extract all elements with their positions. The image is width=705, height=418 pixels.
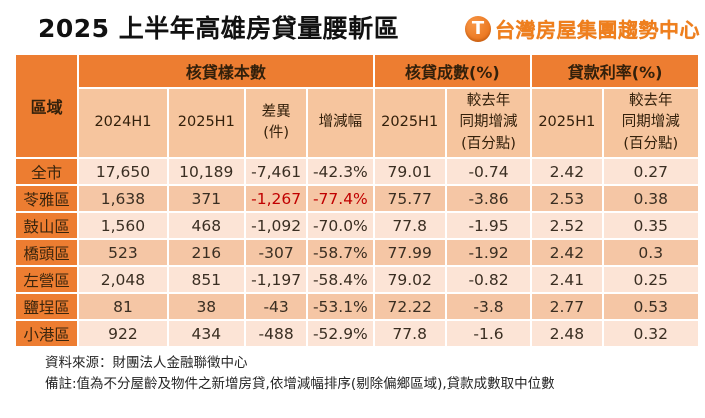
value-cell: 2,048 xyxy=(77,265,169,294)
group-header-rate: 貸款利率(%) xyxy=(530,53,700,89)
region-cell: 鹽埕區 xyxy=(13,292,80,321)
value-cell: 0.27 xyxy=(601,157,700,186)
loan-data-table: 區域 核貸樣本數 核貸成數(%) 貸款利率(%) 2024H1 2025H1 差異 … xyxy=(13,53,700,348)
group-header-ltv: 核貸成數(%) xyxy=(372,53,533,89)
region-cell: 左營區 xyxy=(13,265,80,294)
page-title: 2025 上半年高雄房貸量腰斬區 xyxy=(38,13,400,43)
value-cell: 851 xyxy=(166,265,246,294)
table-row: 橋頭區 523 216 -307 -58.7% 77.99 -1.92 2.42 0.3 xyxy=(13,238,700,267)
value-cell: 468 xyxy=(166,211,246,240)
value-cell: -0.82 xyxy=(444,265,533,294)
value-cell: 0.25 xyxy=(601,265,700,294)
value-cell: 10,189 xyxy=(166,157,246,186)
value-cell: 2.53 xyxy=(530,184,604,213)
value-cell: 79.01 xyxy=(372,157,447,186)
region-cell: 全市 xyxy=(13,157,80,186)
value-cell: 0.32 xyxy=(601,319,700,348)
value-cell: 2.52 xyxy=(530,211,604,240)
sub-header-col-6: 2025H1 xyxy=(530,87,604,159)
value-cell: -1,267 xyxy=(243,184,309,213)
sub-header-col-0: 2024H1 xyxy=(77,87,169,159)
table-header: 區域 核貸樣本數 核貸成數(%) 貸款利率(%) 2024H1 2025H1 差異 … xyxy=(13,53,700,159)
value-cell: -53.1% xyxy=(306,292,375,321)
corner-header-region: 區域 xyxy=(13,53,80,159)
value-cell: 216 xyxy=(166,238,246,267)
value-cell: -3.86 xyxy=(444,184,533,213)
value-cell: 0.3 xyxy=(601,238,700,267)
table-row: 左營區 2,048 851 -1,197 -58.4% 79.02 -0.82 2.41 0.2… xyxy=(13,265,700,294)
table-row: 全市 17,650 10,189 -7,461 -42.3% 79.01 -0.74 2.42… xyxy=(13,157,700,186)
value-cell: -307 xyxy=(243,238,309,267)
value-cell: -58.7% xyxy=(306,238,375,267)
region-cell: 苓雅區 xyxy=(13,184,80,213)
value-cell: -70.0% xyxy=(306,211,375,240)
value-cell: 81 xyxy=(77,292,169,321)
sub-header-col-5: 較去年 同期增減 (百分點) xyxy=(444,87,533,159)
sub-header-col-7: 較去年 同期增減 (百分點) xyxy=(601,87,700,159)
brand-logo: T 台灣房屋集團趨勢中心 xyxy=(465,14,700,43)
value-cell: -0.74 xyxy=(444,157,533,186)
value-cell: -1,197 xyxy=(243,265,309,294)
value-cell: 1,638 xyxy=(77,184,169,213)
value-cell: 79.02 xyxy=(372,265,447,294)
value-cell: 17,650 xyxy=(77,157,169,186)
value-cell: 2.41 xyxy=(530,265,604,294)
value-cell: -1,092 xyxy=(243,211,309,240)
remark-note: 備註:值為不分屋齡及物件之新增房貸,依增減幅排序(剔除偏鄉區域),貸款成數取中位… xyxy=(45,375,555,392)
table-row: 鹽埕區 81 38 -43 -53.1% 72.22 -3.8 2.77 0.53 xyxy=(13,292,700,321)
value-cell: -58.4% xyxy=(306,265,375,294)
table-row: 鼓山區 1,560 468 -1,092 -70.0% 77.8 -1.95 2.52 0.35 xyxy=(13,211,700,240)
value-cell: -77.4% xyxy=(306,184,375,213)
value-cell: 38 xyxy=(166,292,246,321)
table-row: 苓雅區 1,638 371 -1,267 -77.4% 75.77 -3.86 2.53 0.3… xyxy=(13,184,700,213)
value-cell: 0.53 xyxy=(601,292,700,321)
group-header-row: 區域 核貸樣本數 核貸成數(%) 貸款利率(%) xyxy=(13,53,700,159)
value-cell: 77.99 xyxy=(372,238,447,267)
table-body: 全市 17,650 10,189 -7,461 -42.3% 79.01 -0.74 2.42… xyxy=(13,157,700,348)
value-cell: 523 xyxy=(77,238,169,267)
footnotes: 資料來源：財團法人金融聯徵中心 備註:值為不分屋齡及物件之新增房貸,依增減幅排序… xyxy=(45,353,700,395)
value-cell: 2.42 xyxy=(530,238,604,267)
region-cell: 橋頭區 xyxy=(13,238,80,267)
value-cell: 2.77 xyxy=(530,292,604,321)
value-cell: -1.92 xyxy=(444,238,533,267)
value-cell: 77.8 xyxy=(372,319,447,348)
value-cell: -42.3% xyxy=(306,157,375,186)
sub-header-col-4: 2025H1 xyxy=(372,87,447,159)
sub-header-row: 2024H1 2025H1 差異 (件) 增減幅 2025H1 較去年 同期增減 (百分點… xyxy=(15,87,700,159)
brand-logo-text: 台灣房屋集團趨勢中心 xyxy=(495,18,700,42)
source-note: 資料來源：財團法人金融聯徵中心 xyxy=(45,355,248,371)
value-cell: 2.42 xyxy=(530,157,604,186)
brand-circle-icon: T xyxy=(465,15,491,42)
group-header-samples: 核貸樣本數 xyxy=(77,53,375,89)
value-cell: -52.9% xyxy=(306,319,375,348)
value-cell: 2.48 xyxy=(530,319,604,348)
table-row: 小港區 922 434 -488 -52.9% 77.8 -1.6 2.48 0.32 xyxy=(13,319,700,348)
sub-header-col-3: 增減幅 xyxy=(306,87,375,159)
value-cell: -3.8 xyxy=(444,292,533,321)
value-cell: 0.35 xyxy=(601,211,700,240)
value-cell: -1.6 xyxy=(444,319,533,348)
value-cell: 77.8 xyxy=(372,211,447,240)
sub-header-col-2: 差異 (件) xyxy=(243,87,309,159)
header-bar: 2025 上半年高雄房貸量腰斬區 T 台灣房屋集團趨勢中心 xyxy=(14,0,700,53)
value-cell: 0.38 xyxy=(601,184,700,213)
value-cell: 434 xyxy=(166,319,246,348)
value-cell: 922 xyxy=(77,319,169,348)
value-cell: -7,461 xyxy=(243,157,309,186)
value-cell: 371 xyxy=(166,184,246,213)
value-cell: -488 xyxy=(243,319,309,348)
value-cell: 1,560 xyxy=(77,211,169,240)
region-cell: 小港區 xyxy=(13,319,80,348)
value-cell: -43 xyxy=(243,292,309,321)
region-cell: 鼓山區 xyxy=(13,211,80,240)
brand-icon-letter: T xyxy=(471,17,485,39)
sub-header-col-1: 2025H1 xyxy=(166,87,246,159)
value-cell: 75.77 xyxy=(372,184,447,213)
value-cell: 72.22 xyxy=(372,292,447,321)
value-cell: -1.95 xyxy=(444,211,533,240)
